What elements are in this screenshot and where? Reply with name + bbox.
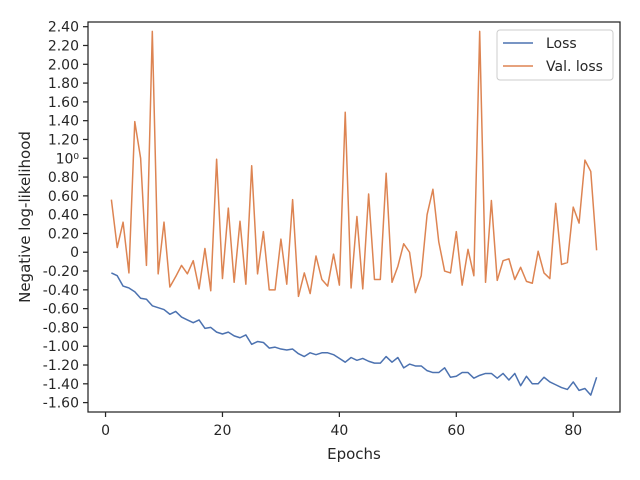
legend-label-val-loss: Val. loss <box>546 59 603 75</box>
y-tick-label: -0.20 <box>43 264 79 280</box>
series-line-loss <box>111 272 598 396</box>
y-tick-label: 1.80 <box>48 76 79 92</box>
x-tick-label: 40 <box>330 423 348 439</box>
x-tick-label: 0 <box>101 423 110 439</box>
plot-frame <box>87 21 621 413</box>
y-tick-label: -1.40 <box>43 377 79 393</box>
y-tick-label: 0.60 <box>48 189 79 205</box>
series-line-val-loss <box>110 30 598 298</box>
x-tick-label: 60 <box>447 423 465 439</box>
y-tick-label: 1.40 <box>48 114 79 130</box>
y-tick-label: 2.20 <box>48 38 79 54</box>
y-tick-label: 1.20 <box>48 132 79 148</box>
legend-label-loss: Loss <box>546 36 577 52</box>
y-axis-title: Negative log-likelihood <box>16 131 34 303</box>
x-tick-label: 80 <box>564 423 582 439</box>
y-tick-label: 0.40 <box>48 208 79 224</box>
y-tick-label: 2.40 <box>48 20 79 36</box>
y-tick-label: -0.80 <box>43 320 79 336</box>
y-axis: -1.60 -1.40 -1.20 -1.00 -0.80 -0.60 -0.40 -0.20… <box>43 20 88 412</box>
x-tick-label: 20 <box>214 423 232 439</box>
y-tick-label: 10⁰ <box>56 151 80 167</box>
y-tick-label: 1.60 <box>48 95 79 111</box>
x-axis: 0 20 40 60 80 <box>101 412 582 439</box>
legend: Loss Val. loss <box>496 29 614 81</box>
y-tick-label: 0.20 <box>48 226 79 242</box>
y-tick-label: -0.40 <box>43 283 79 299</box>
y-tick-label: -1.60 <box>43 396 79 412</box>
x-axis-title: Epochs <box>327 445 381 463</box>
y-tick-label: -0.60 <box>43 302 79 318</box>
series-layer <box>110 30 598 396</box>
y-tick-label: 0 <box>70 245 79 261</box>
y-tick-label: -1.00 <box>43 339 79 355</box>
y-tick-label: 2.00 <box>48 57 79 73</box>
y-tick-label: 0.80 <box>48 170 79 186</box>
y-tick-label: -1.20 <box>43 358 79 374</box>
